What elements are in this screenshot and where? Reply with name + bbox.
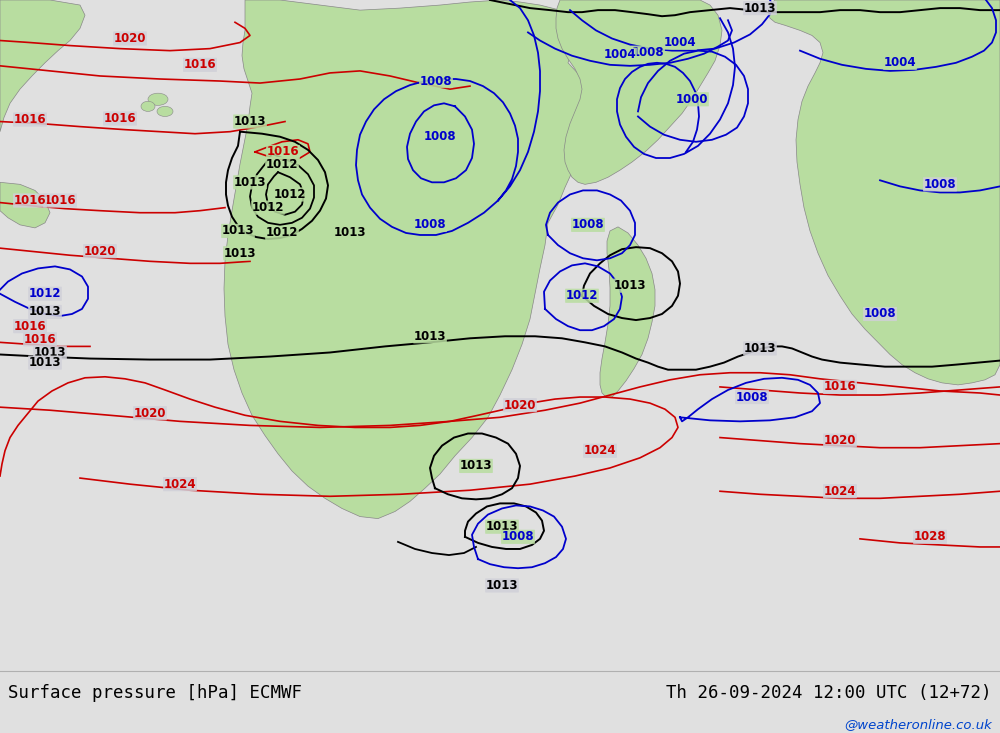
Text: 1013: 1013 (29, 356, 61, 369)
Text: 1013: 1013 (744, 342, 776, 355)
Text: 1008: 1008 (502, 530, 534, 543)
Text: 1012: 1012 (29, 287, 61, 301)
Text: 1008: 1008 (572, 218, 604, 232)
Text: 1024: 1024 (584, 444, 616, 457)
Text: 1013: 1013 (224, 247, 256, 259)
Text: 1013: 1013 (234, 115, 266, 128)
Text: 1016: 1016 (14, 113, 46, 126)
Text: 1020: 1020 (84, 245, 116, 258)
Text: 1013: 1013 (460, 460, 492, 473)
Text: 1016: 1016 (14, 320, 46, 333)
Text: 1004: 1004 (604, 48, 636, 61)
Text: 1013: 1013 (486, 520, 518, 533)
Text: 1008: 1008 (736, 391, 768, 404)
Text: 1012: 1012 (252, 201, 284, 214)
Text: 1008: 1008 (424, 130, 456, 143)
Polygon shape (224, 0, 595, 518)
Text: 1013: 1013 (234, 176, 266, 189)
Text: 1008: 1008 (924, 178, 956, 191)
Text: 1013: 1013 (334, 226, 366, 240)
Text: 1013: 1013 (222, 224, 254, 237)
Text: 1008: 1008 (864, 307, 896, 320)
Text: 1013: 1013 (486, 579, 518, 592)
Ellipse shape (141, 101, 155, 111)
Text: @weatheronline.co.uk: @weatheronline.co.uk (844, 718, 992, 731)
Text: 1016: 1016 (824, 380, 856, 394)
Text: 1012: 1012 (566, 290, 598, 302)
Text: Surface pressure [hPa] ECMWF: Surface pressure [hPa] ECMWF (8, 684, 302, 702)
Text: Th 26-09-2024 12:00 UTC (12+72): Th 26-09-2024 12:00 UTC (12+72) (666, 684, 992, 702)
Text: 1016: 1016 (14, 194, 46, 207)
Text: 1016: 1016 (24, 333, 56, 346)
Text: 1028: 1028 (914, 530, 946, 543)
Text: 1016: 1016 (267, 145, 299, 158)
Text: 1013: 1013 (29, 306, 61, 318)
Polygon shape (0, 0, 85, 132)
Text: 1013: 1013 (614, 279, 646, 292)
Text: 1016: 1016 (184, 59, 216, 71)
Text: 1000: 1000 (676, 93, 708, 106)
Text: 1016: 1016 (44, 194, 76, 207)
Polygon shape (600, 227, 655, 397)
Text: 1004: 1004 (664, 36, 696, 49)
Text: 1020: 1020 (824, 434, 856, 447)
Text: 1004: 1004 (884, 56, 916, 70)
Text: 1016: 1016 (104, 112, 136, 125)
Text: 1012: 1012 (266, 158, 298, 171)
Text: 1020: 1020 (114, 32, 146, 45)
Text: 1013: 1013 (34, 346, 66, 359)
Text: 1012: 1012 (266, 226, 298, 240)
Ellipse shape (148, 93, 168, 106)
Text: 1012: 1012 (274, 188, 306, 201)
Polygon shape (768, 0, 1000, 385)
Text: 1024: 1024 (824, 485, 856, 498)
Polygon shape (556, 0, 722, 184)
Text: 1020: 1020 (504, 399, 536, 412)
Text: 1008: 1008 (632, 46, 664, 59)
Ellipse shape (157, 106, 173, 117)
Text: 1013: 1013 (744, 1, 776, 15)
Text: 1013: 1013 (414, 330, 446, 343)
Text: 1008: 1008 (414, 218, 446, 232)
Text: 1024: 1024 (164, 478, 196, 490)
Text: 1008: 1008 (420, 75, 452, 87)
Polygon shape (0, 183, 50, 228)
Text: 1020: 1020 (134, 407, 166, 420)
